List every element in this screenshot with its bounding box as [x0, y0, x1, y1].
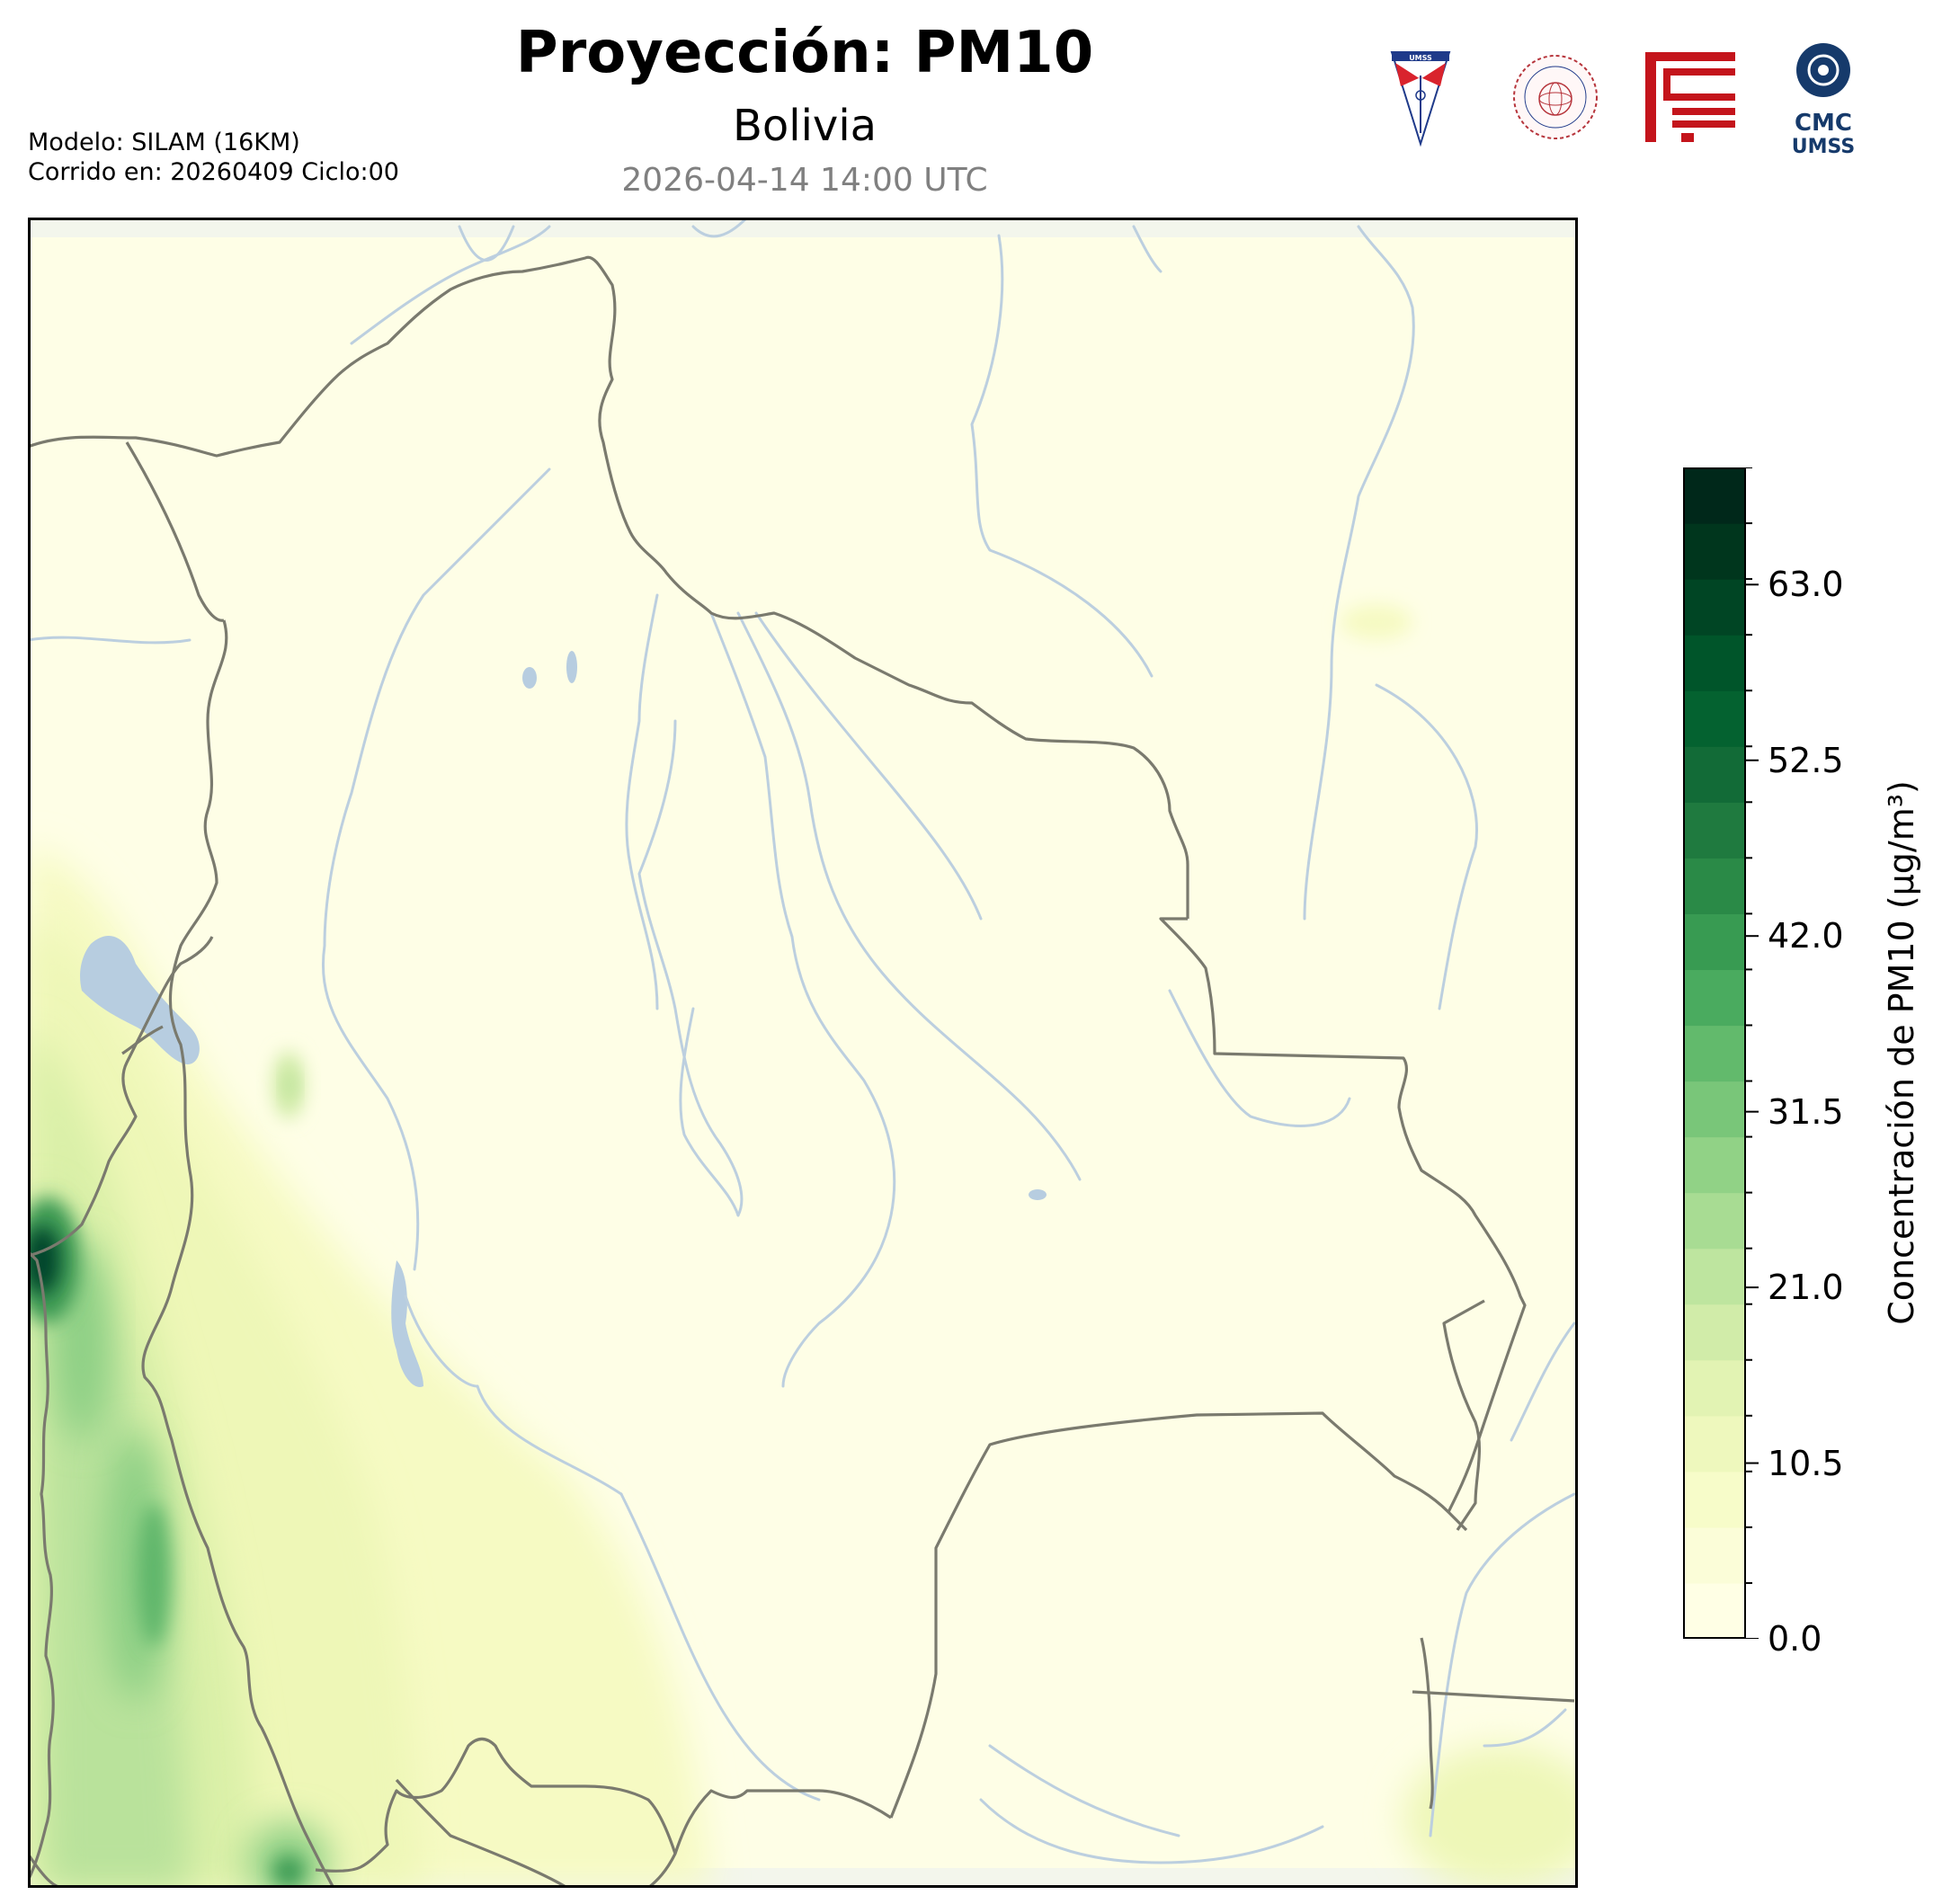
colorbar-swatch — [1683, 858, 1746, 914]
region-subtitle: Bolivia — [732, 101, 877, 151]
colorbar-swatch — [1683, 802, 1746, 859]
svg-text:UMSS: UMSS — [1792, 136, 1855, 158]
country-borders — [28, 255, 1575, 1888]
colorbar-swatch — [1683, 1359, 1746, 1417]
map-title: Proyección: PM10 — [515, 20, 1094, 86]
colorbar-swatch — [1683, 1582, 1746, 1639]
colorbar-tick-label: 31.5 — [1768, 1091, 1844, 1132]
colorbar-tick-label: 52.5 — [1768, 740, 1844, 780]
svg-text:CMC: CMC — [1795, 110, 1852, 137]
lakes — [80, 651, 1047, 1387]
umss-shield-logo: UMSS — [1390, 51, 1451, 147]
colorbar-swatch — [1683, 1471, 1746, 1528]
colorbar-swatch — [1683, 523, 1746, 580]
departamento-fisica-seal — [1513, 55, 1598, 139]
colorbar-swatch — [1683, 969, 1746, 1027]
colorbar-swatch — [1683, 690, 1746, 747]
colorbar — [1683, 467, 1746, 1639]
colorbar-tick-label: 10.5 — [1768, 1443, 1844, 1483]
forecast-datetime: 2026-04-14 14:00 UTC — [621, 162, 988, 199]
colorbar-tick-label: 63.0 — [1768, 565, 1844, 605]
colorbar-tick-label: 42.0 — [1768, 916, 1844, 956]
model-line: Modelo: SILAM (16KM) — [28, 129, 300, 156]
colorbar-swatch — [1683, 1192, 1746, 1250]
colorbar-swatch — [1683, 1526, 1746, 1584]
cmc-umss-logo: CMC UMSS — [1792, 43, 1855, 158]
colorbar-swatches — [1683, 467, 1746, 1639]
svg-text:UMSS: UMSS — [1409, 54, 1432, 62]
rivers — [28, 218, 1576, 1864]
colorbar-swatch — [1683, 1081, 1746, 1138]
colorbar-tick-label: 0.0 — [1768, 1619, 1822, 1659]
colorbar-swatch — [1683, 1025, 1746, 1082]
colorbar-swatch — [1683, 746, 1746, 803]
colorbar-label: Concentración de PM10 (µg/m³) — [1882, 780, 1921, 1325]
colorbar-tick-label: 21.0 — [1768, 1268, 1844, 1308]
colorbar-swatch — [1683, 1415, 1746, 1472]
colorbar-swatch — [1683, 913, 1746, 971]
colorbar-ticks — [1746, 467, 1759, 1639]
pm10-map — [28, 218, 1578, 1888]
pm10-concentration-field — [28, 604, 1578, 1888]
colorbar-swatch — [1683, 1136, 1746, 1194]
colorbar-swatch — [1683, 635, 1746, 691]
colorbar-swatch — [1683, 1303, 1746, 1361]
run-line: Corrido en: 20260409 Ciclo:00 — [28, 158, 399, 186]
colorbar-swatch — [1683, 1248, 1746, 1305]
red-geometric-logo — [1645, 52, 1735, 142]
logos: UMSS CMC UMSS — [1390, 43, 1855, 158]
colorbar-swatch — [1683, 467, 1746, 524]
model-info: Modelo: SILAM (16KM) Corrido en: 2026040… — [28, 128, 399, 187]
colorbar-swatch — [1683, 579, 1746, 636]
